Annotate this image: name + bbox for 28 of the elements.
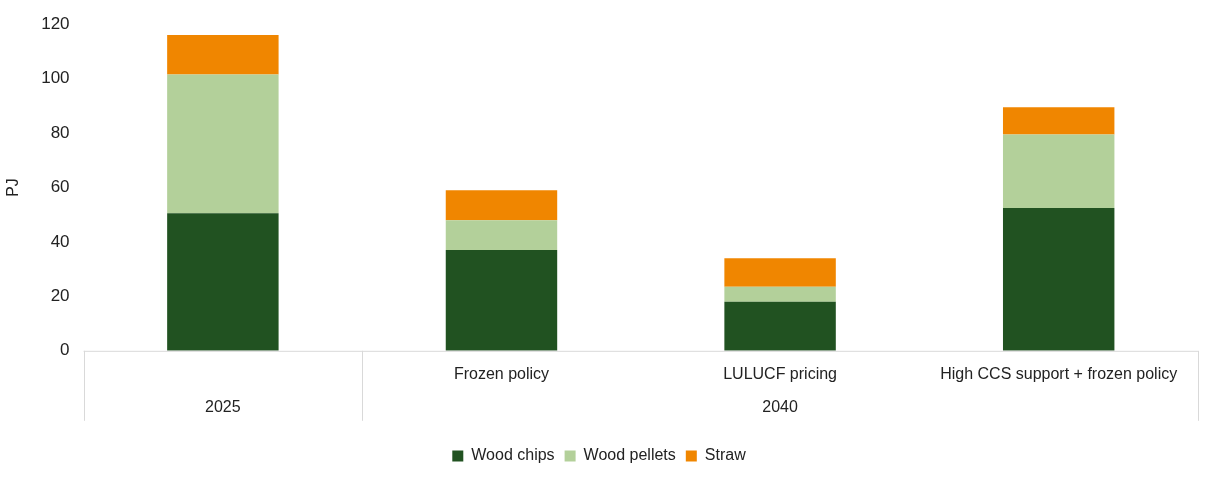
bar [167,74,279,214]
legend-label: Wood chips [471,446,555,464]
bar [445,250,558,351]
bar [724,286,836,302]
bar [1002,134,1115,208]
y-tick-label: 100 [41,68,70,88]
x-tick-label: LULUCF pricing [723,364,837,382]
y-tick-label: 80 [50,122,70,142]
bar [445,220,558,251]
text: 2025 [205,398,241,416]
bar [1002,107,1115,135]
y-tick-label: 20 [50,286,70,306]
x-tick-label: High CCS support + frozen policy [940,364,1178,382]
legend-label: Wood pellets [583,446,676,464]
bar [1002,207,1115,351]
bar [445,190,558,221]
y-tick-label: 0 [60,340,70,360]
legend-label: Straw [704,446,747,464]
bar [724,301,836,351]
y-tick-label: 40 [50,231,70,251]
y-axis-title: PJ [4,178,22,197]
text: 2040 [762,398,798,416]
y-tick-label: 60 [50,177,70,197]
bar [167,35,279,75]
bar [167,213,279,351]
y-tick-label: 120 [41,13,70,33]
bar [724,258,836,287]
x-tick-label: Frozen policy [453,364,550,382]
